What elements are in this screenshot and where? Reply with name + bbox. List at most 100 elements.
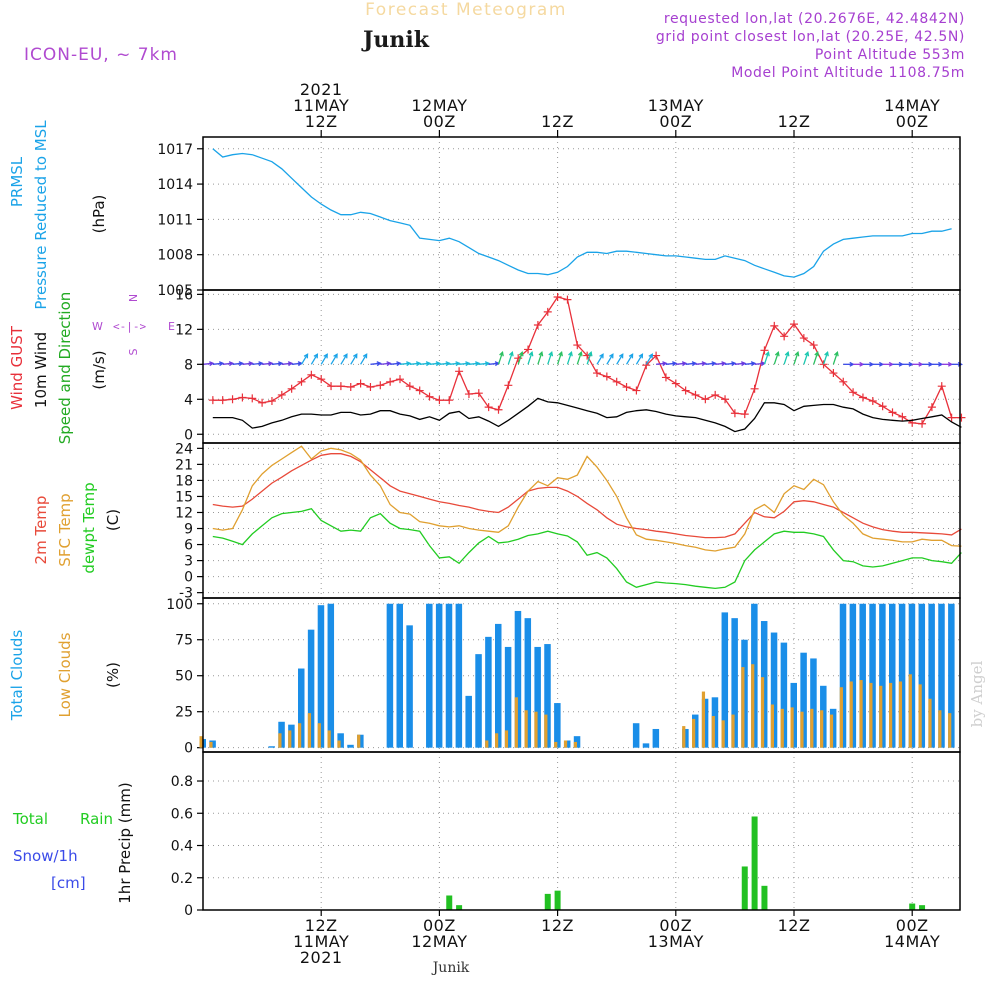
gust-marker xyxy=(888,408,897,417)
top-time-label: 11MAY xyxy=(293,96,349,115)
wind-direction-arrow xyxy=(606,353,614,365)
clouds-bar xyxy=(337,733,344,748)
bottom-time-label: 11MAY xyxy=(293,932,349,951)
wind-direction-arrow xyxy=(576,352,582,365)
wind-arrow-head xyxy=(362,353,368,359)
gust-marker xyxy=(622,383,631,392)
wind-direction-arrow xyxy=(813,352,819,365)
wind-labels: Wind GUST 10m Wind Speed and Direction (… xyxy=(8,292,175,445)
model-label: ICON-EU, ~ 7km xyxy=(24,45,178,65)
gust-marker xyxy=(839,377,848,386)
clouds-bar xyxy=(298,723,302,748)
clouds-bar xyxy=(347,744,354,748)
gust-marker xyxy=(750,384,759,393)
snow-label: Snow/1h xyxy=(13,847,78,865)
clouds-bar xyxy=(889,603,896,748)
wind-direction-arrow xyxy=(744,362,755,365)
clouds-bar xyxy=(554,703,561,748)
dewpt-temp-label: dewpt Temp xyxy=(80,482,98,573)
gust-marker xyxy=(927,403,936,412)
wind-series-line xyxy=(212,397,962,433)
wind-arrow-head xyxy=(731,361,737,367)
pressure-labels: PRMSL Pressure Reduced to MSL (hPa) xyxy=(8,120,108,310)
clouds-bar xyxy=(682,728,689,748)
pressure-ytick-label: 1005 xyxy=(157,283,193,299)
wind-arrow-head xyxy=(218,361,225,367)
temperature-ytick-label: 21 xyxy=(175,457,193,473)
temperature-ytick-label: 15 xyxy=(175,489,193,505)
top-time-label: 2021 xyxy=(300,80,343,99)
clouds-bar xyxy=(534,646,541,748)
wind-arrow-head xyxy=(415,361,422,367)
wind-direction-arrow xyxy=(310,353,318,365)
wind-arrow-head xyxy=(484,361,491,367)
sfc-temp-label: SFC Temp xyxy=(56,493,74,566)
wind-arrow-head xyxy=(618,353,624,359)
wind-direction-arrow xyxy=(705,362,716,365)
clouds-bar xyxy=(948,713,952,748)
wind-arrow-head xyxy=(794,351,800,357)
speed-direction-label: Speed and Direction xyxy=(56,292,74,445)
top-time-label: 12MAY xyxy=(411,96,467,115)
wind-direction-arrow xyxy=(202,362,214,365)
clouds-bar xyxy=(751,603,758,748)
wind-direction-arrow xyxy=(212,362,223,365)
wind-arrow-head xyxy=(609,353,614,359)
gust-marker xyxy=(405,382,414,391)
clouds-bar xyxy=(770,704,774,748)
precip-ytick-label: 0.8 xyxy=(171,774,193,790)
wind-arrow-head xyxy=(711,361,717,367)
wind-arrow-head xyxy=(268,361,274,367)
clouds-bar xyxy=(278,721,285,748)
point-altitude: Point Altitude 553m xyxy=(815,47,965,63)
gust-marker xyxy=(238,393,247,402)
wind-direction-arrow xyxy=(734,362,745,365)
clouds-bar xyxy=(268,746,275,748)
precip-ytick-label: 0 xyxy=(184,903,193,919)
pressure-ytick-label: 1014 xyxy=(157,177,193,193)
temp-2m-label: 2m Temp xyxy=(32,496,50,565)
clouds-bar xyxy=(898,681,903,748)
wind-arrow-head xyxy=(538,351,544,357)
meteogram-title: Forecast Meteogram xyxy=(365,0,567,20)
wind-10m-label: 10m Wind xyxy=(32,332,50,408)
clouds-bar xyxy=(849,603,857,748)
low-clouds-label: Low Clouds xyxy=(56,632,74,717)
gust-marker xyxy=(346,383,355,392)
gust-marker xyxy=(524,345,533,354)
temperature-ytick-label: -3 xyxy=(179,586,193,602)
celsius-unit-label: (C) xyxy=(104,509,122,531)
wind-arrow-head xyxy=(528,351,534,357)
bottom-time-label: 14MAY xyxy=(884,932,940,951)
gust-marker xyxy=(455,367,464,376)
pressure-ytick-label: 1008 xyxy=(157,248,193,264)
gust-marker xyxy=(494,405,503,414)
precip-bar xyxy=(919,905,926,910)
clouds-bar xyxy=(741,667,745,748)
wind-direction-arrow xyxy=(547,352,553,365)
hpa-unit-label: (hPa) xyxy=(90,195,108,234)
wind-direction-arrow xyxy=(340,353,348,365)
wind-direction-arrow xyxy=(478,362,489,365)
wind-direction-arrow xyxy=(252,362,263,365)
gust-marker xyxy=(868,397,877,406)
wind-arrow-head xyxy=(228,361,235,367)
wind-arrow-head xyxy=(662,361,668,367)
clouds-bar xyxy=(396,603,403,748)
gust-marker xyxy=(376,381,385,390)
clouds-bar xyxy=(288,724,295,748)
clouds-bar xyxy=(869,682,873,748)
gust-marker xyxy=(671,379,680,388)
wind-arrow-head xyxy=(313,353,319,359)
clouds-bar xyxy=(770,632,778,748)
bottom-time-label: 13MAY xyxy=(648,932,704,951)
gust-marker xyxy=(849,388,858,397)
wind-arrow-head xyxy=(548,351,554,357)
wind-direction-arrow xyxy=(390,362,401,365)
wind-direction-arrow xyxy=(419,362,430,365)
temperature-ytick-label: 3 xyxy=(184,554,193,570)
wind-direction-arrow xyxy=(724,362,736,365)
precip-axis-label: 1hr Precip (mm) xyxy=(116,782,134,903)
